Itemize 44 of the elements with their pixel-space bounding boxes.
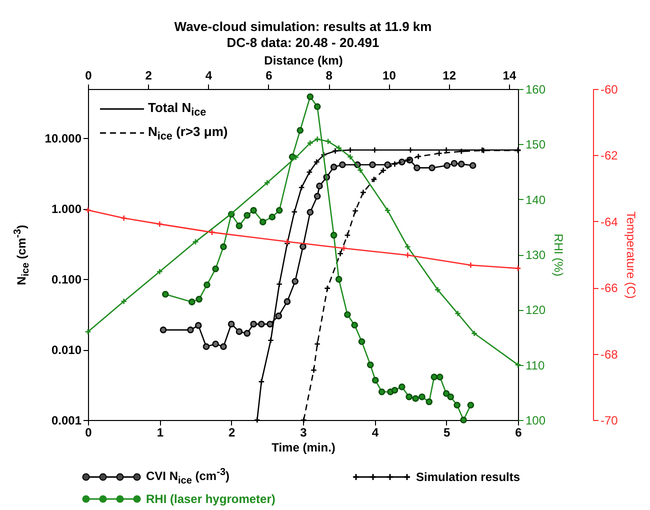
x-tick-label: 5 [443,426,450,440]
y2-tick-label: 160 [526,82,546,96]
y3-tick-label: -64 [600,214,618,229]
x2-tick-label: 6 [266,68,273,82]
y-tick-label: 0.001 [51,414,82,428]
legend-label: RHI (laser hygrometer) [146,492,276,506]
legend-label: N$_{ice}$ (r>3 μm) [148,124,228,142]
x2-tick-label: 0 [85,68,92,82]
y2-axis-title: RHI (%) [552,234,566,276]
y3-tick-label: -66 [600,281,618,296]
text: Simulation results [416,470,520,484]
legend-label: CVI N$_{ice}$ (cm$^{-3}$) [146,467,230,487]
y-tick-label: 0.010 [51,343,82,358]
chart-title: Wave-cloud simulation: results at 11.9 km [174,19,432,34]
y3-tick-label: -68 [600,347,618,362]
x-tick-label: 4 [372,426,379,440]
x2-tick-label: 8 [326,68,333,82]
y3-axis-title: Temperature (C) [624,211,638,299]
y-tick-label: 0.100 [51,272,82,287]
x-axis-title: Time (min.) [272,440,336,454]
x2-tick-label: 12 [442,68,456,82]
x2-tick-label: 2 [145,68,152,82]
x2-tick-label: 14 [502,68,516,82]
y2-tick-label: 100 [526,414,546,428]
y2-tick-label: 130 [526,248,546,262]
y2-tick-label: 110 [526,358,545,372]
x-tick-label: 3 [300,426,308,440]
chart-subtitle: DC-8 data: 20.48 - 20.491 [226,35,380,50]
x2-axis-title: Distance (km) [264,54,343,68]
x2-tick-label: 10 [382,68,396,82]
y-tick-label: 10.000 [44,132,82,146]
y3-tick-label: -60 [600,82,618,96]
x-tick-label: 6 [515,426,522,440]
y2-tick-label: 150 [526,138,546,152]
y3-tick-label: -62 [600,148,618,163]
y3-tick-label: -70 [600,414,618,428]
x-tick-label: 1 [156,426,164,440]
x2-tick-label: 4 [205,68,212,82]
legend-label: Total N$_{ice}$ [148,100,206,118]
y2-tick-label: 120 [526,303,546,318]
x-tick-label: 0 [85,426,92,440]
y2-tick-label: 140 [526,192,546,207]
y-tick-label: 1.000 [51,202,82,216]
x-tick-label: 2 [228,426,236,440]
